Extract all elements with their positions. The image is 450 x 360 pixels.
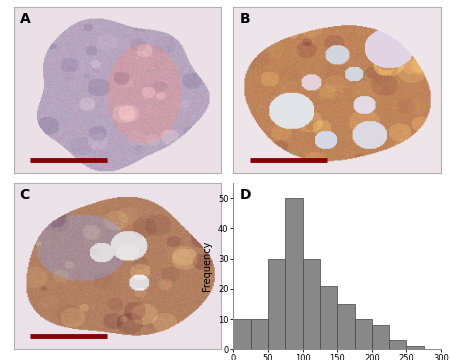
Text: B: B [240,12,250,26]
Bar [372,325,389,349]
Bar [320,286,337,349]
Bar [285,198,303,349]
Bar [303,258,320,349]
Bar [355,319,372,349]
Bar [389,340,406,349]
Text: A: A [20,12,31,26]
Bar [337,304,355,349]
Bar [234,319,251,349]
Text: C: C [20,188,30,202]
Bar [268,258,285,349]
Bar [251,319,268,349]
Bar [406,346,424,349]
Y-axis label: Frequency: Frequency [202,241,212,291]
Text: D: D [240,188,251,202]
